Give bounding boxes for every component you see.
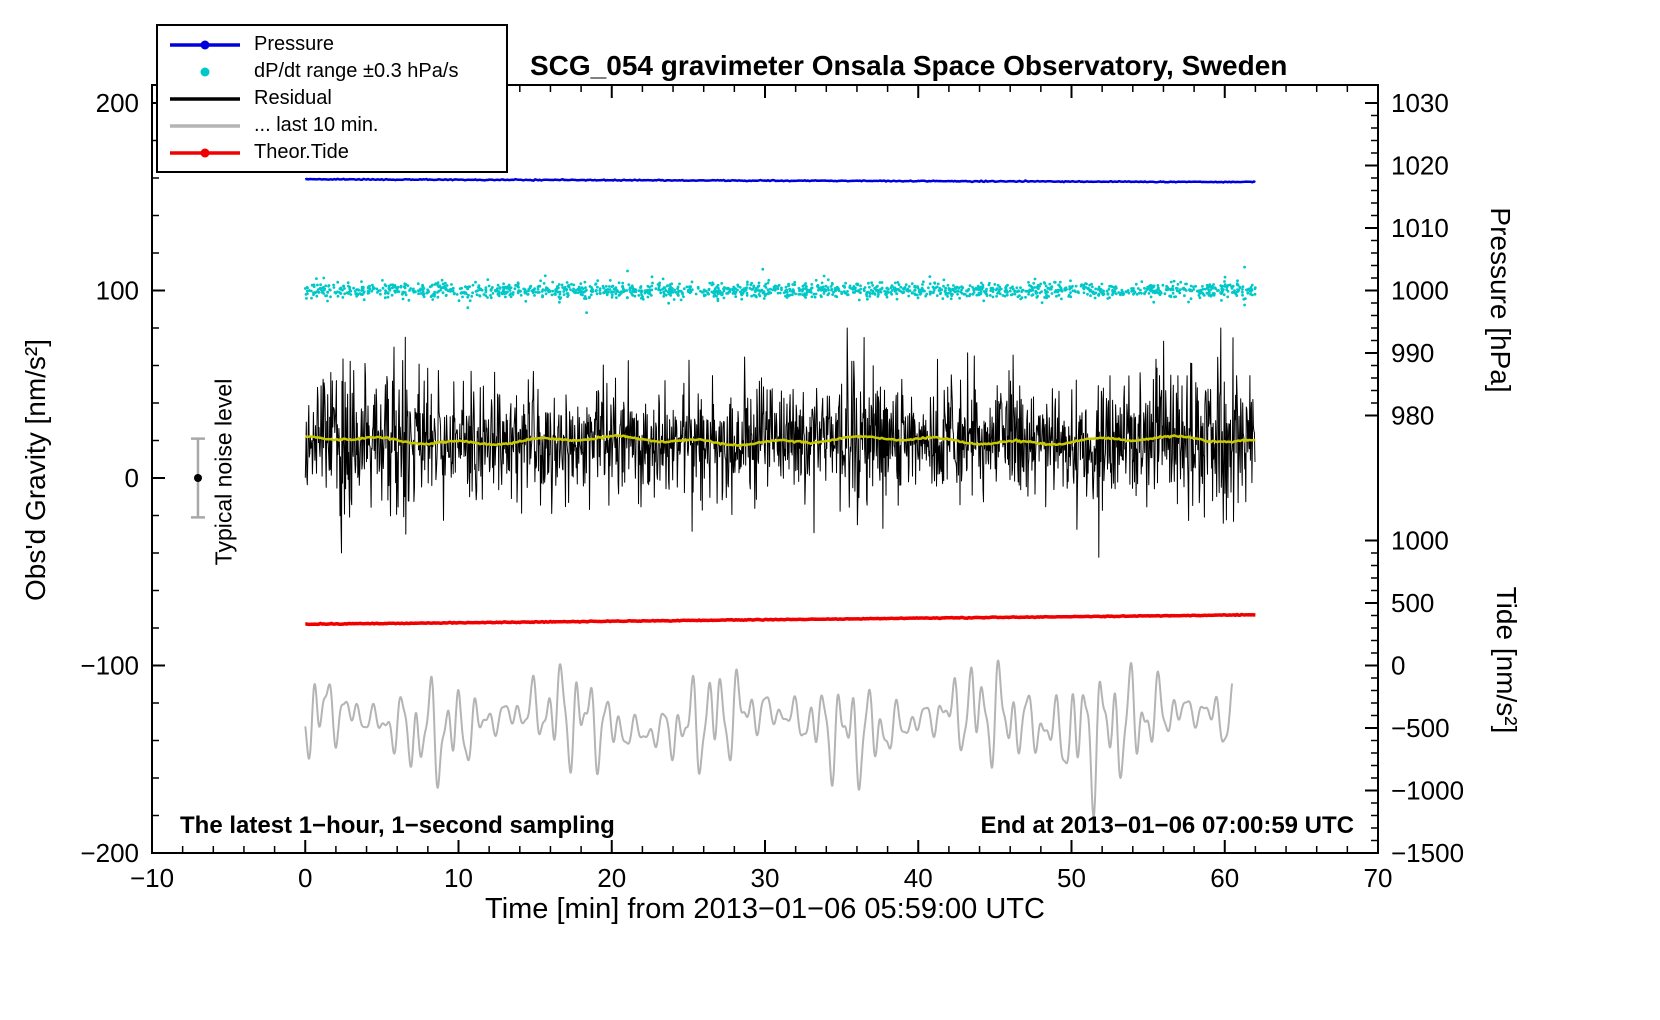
plot-frame [151,84,1379,854]
dpdt-marker-icon [200,67,210,76]
pressure-marker-icon [170,40,240,49]
pressure-tick-label: 1010 [1391,213,1449,243]
x-tick-label: 30 [751,863,780,893]
tide-axis-title: Tide [nm/s²] [1491,586,1522,734]
series-last10min [304,659,1234,818]
tide-tick-label: −1000 [1391,776,1464,806]
gravity-tick-label: −100 [80,651,139,681]
gravity-tick-label: 200 [96,88,139,118]
x-tick-label: 50 [1057,863,1086,893]
gravity-tick-label: 100 [96,276,139,306]
series-residual [304,327,1256,558]
x-tick-label: 20 [597,863,626,893]
x-tick-label: −10 [130,863,174,893]
series-residual-smooth [304,434,1256,448]
legend-label: dP/dt range ±0.3 hPa/s [254,60,459,82]
gravity-tick-label: −200 [80,838,139,868]
pressure-tick-label: 1000 [1391,276,1449,306]
legend-item: Residual [166,85,506,112]
legend: Pressure dP/dt range ±0.3 hPa/s Residual… [156,24,508,173]
noise-dot [193,474,202,482]
legend-label: Residual [254,87,332,109]
legend-label: ... last 10 min. [254,114,379,136]
sampling-note: The latest 1−hour, 1−second sampling [180,812,615,839]
x-tick-label: 70 [1364,863,1393,893]
x-tick-label: 40 [904,863,933,893]
tide-tick-label: 1000 [1391,526,1449,556]
tide-tick-label: −1500 [1391,838,1464,868]
legend-item: Pressure [166,31,506,58]
theortide-marker-icon [170,148,240,157]
last10min-marker-icon [170,123,240,128]
pressure-tick-label: 1020 [1391,151,1449,181]
tide-tick-label: −500 [1391,713,1450,743]
legend-label: Theor.Tide [254,141,349,163]
chart-title: SCG_054 gravimeter Onsala Space Observat… [530,50,1288,81]
x-tick-label: 10 [444,863,473,893]
gravity-tick-label: 0 [125,463,139,493]
series-pressure [304,177,1256,184]
tide-tick-label: 0 [1391,651,1405,681]
tide-tick-label: 500 [1391,588,1434,618]
residual-marker-icon [170,96,240,101]
pressure-axis-title: Pressure [hPa] [1485,207,1516,393]
series-theor-tide [305,612,1256,627]
legend-label: Pressure [254,33,335,55]
x-axis-title: Time [min] from 2013−01−06 05:59:00 UTC [485,893,1045,925]
legend-item: Theor.Tide [166,139,506,166]
left-axis-title: Obs'd Gravity [nm/s²] [20,338,51,602]
end-time-note: End at 2013−01−06 07:00:59 UTC [980,812,1354,839]
pressure-tick-label: 980 [1391,401,1434,431]
legend-item: dP/dt range ±0.3 hPa/s [166,58,506,85]
series-dpdt [303,265,1257,314]
noise-level-label: Typical noise level [210,378,237,566]
x-tick-label: 60 [1210,863,1239,893]
pressure-tick-label: 1030 [1391,88,1449,118]
legend-item: ... last 10 min. [166,112,506,139]
x-tick-label: 0 [298,863,312,893]
pressure-tick-label: 990 [1391,338,1434,368]
